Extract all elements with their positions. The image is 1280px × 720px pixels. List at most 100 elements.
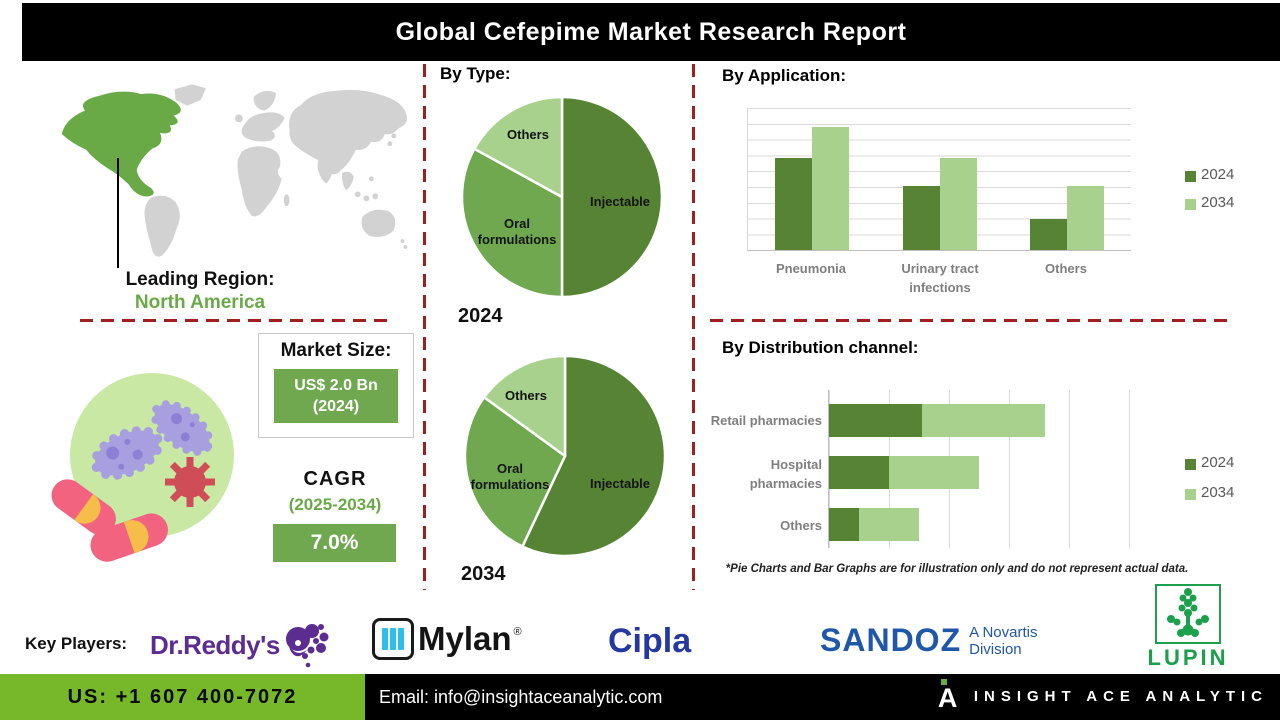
bar-2024-others xyxy=(1029,218,1067,250)
market-size-value-box: US$ 2.0 Bn (2024) xyxy=(274,369,398,423)
pie-label-oral: Oral formulations xyxy=(477,216,557,247)
section-title-by-application: By Application: xyxy=(722,66,847,85)
application-chart-plot xyxy=(747,108,1131,251)
divider-dashed-vertical-1 xyxy=(423,64,426,590)
antibiotic-bacteria-illustration xyxy=(51,373,234,562)
map-japan xyxy=(388,125,394,131)
bar-2024-pneumonia xyxy=(775,157,813,250)
map-south-america xyxy=(144,195,180,257)
map-philippines xyxy=(368,176,374,182)
pie-chart-2024 xyxy=(460,95,664,299)
map-scandinavia xyxy=(253,90,276,111)
sandoz-wordmark: SANDOZ xyxy=(820,622,962,658)
pie-slice-injectable xyxy=(521,354,667,558)
report-title-bar: Global Cefepime Market Research Report xyxy=(22,3,1280,61)
bacteria-icon xyxy=(150,400,214,456)
leading-region-value: North America xyxy=(134,292,266,313)
insight-ace-a-icon: A xyxy=(938,679,964,714)
map-new-zealand xyxy=(403,245,408,249)
hbar-2024-hospital-pharmacies xyxy=(829,456,889,489)
footer-phone-bar: US: +1 607 400-7072 xyxy=(0,674,365,720)
section-title-by-distribution: By Distribution channel: xyxy=(722,338,919,357)
divider-dashed-left xyxy=(80,319,395,322)
bar-2034-others xyxy=(1066,186,1104,250)
hbar-2034-retail-pharmacies xyxy=(922,404,1045,437)
legend-swatch-2024 xyxy=(1185,171,1196,182)
category-label-uti: Urinary tract infections xyxy=(901,261,979,295)
footer-phone: US: +1 607 400-7072 xyxy=(67,686,298,708)
insight-ace-logo: A INSIGHT ACE ANALYTIC xyxy=(938,674,1268,720)
pie-label-injectable: Injectable xyxy=(590,476,650,491)
map-greenland xyxy=(174,84,206,106)
footer-email-bar: Email: info@insightaceanalytic.com A INS… xyxy=(365,674,1280,720)
cagr-period: (2025-2034) xyxy=(288,495,382,514)
legend-label-2024: 2024 xyxy=(1201,454,1235,471)
logo-dr-reddys: Dr.Reddy's xyxy=(150,620,333,670)
pie-slice-oral-formulations xyxy=(460,147,564,299)
dr-reddys-wordmark: Dr.Reddy's xyxy=(150,629,280,660)
pie-label-oral: Oral formulations xyxy=(470,461,550,492)
pie-chart-2024-labels: Others Oral formulations Injectable xyxy=(459,94,665,300)
divider-dashed-vertical-2 xyxy=(692,64,695,590)
sandoz-division-text: A Novartis Division xyxy=(969,624,1037,658)
footer-brand: INSIGHT ACE ANALYTIC xyxy=(973,688,1268,705)
legend-swatch-2024 xyxy=(1185,459,1196,470)
pie-chart-2034-labels: Others Oral formulations Injectable xyxy=(462,353,668,559)
cagr-value: 7.0% xyxy=(310,531,359,554)
map-pointer-line xyxy=(117,158,119,268)
map-europe xyxy=(241,112,285,142)
map-africa xyxy=(237,146,282,217)
key-players-label: Key Players: xyxy=(25,634,128,653)
pie-chart-2034 xyxy=(463,354,667,558)
sandoz-division-line2: Division xyxy=(969,640,1022,658)
legend-label-2024: 2024 xyxy=(1201,166,1235,183)
pie-label-injectable: Injectable xyxy=(590,194,650,209)
pie-slice-oral-formulations xyxy=(463,395,567,548)
map-se-asia xyxy=(341,171,354,191)
mylan-wordmark: Mylan xyxy=(418,620,512,657)
category-label-dist-others: Others xyxy=(780,518,822,533)
cagr-label: CAGR xyxy=(303,468,367,490)
lupin-tree-icon xyxy=(1155,584,1221,644)
market-size-value: US$ 2.0 Bn xyxy=(294,377,378,394)
map-uk xyxy=(235,114,243,123)
map-indonesia xyxy=(372,193,379,200)
distribution-chart-plot xyxy=(828,390,1130,548)
capsule-icon xyxy=(51,479,116,535)
legend-swatch-2034 xyxy=(1185,489,1196,500)
bacteria-icon xyxy=(90,426,164,480)
hbar-2034-others xyxy=(859,508,919,541)
market-size-year: (2024) xyxy=(312,398,360,415)
mylan-registered-mark: ® xyxy=(513,626,522,638)
virus-icon xyxy=(165,457,215,507)
legend-label-2034: 2034 xyxy=(1201,194,1235,211)
mylan-icon xyxy=(372,618,414,660)
disclaimer-note: *Pie Charts and Bar Graphs are for illus… xyxy=(725,563,1189,575)
category-label-pneumonia: Pneumonia xyxy=(775,261,847,276)
pie-year-2024: 2024 xyxy=(458,305,503,327)
pie-slice-others xyxy=(482,354,567,458)
bar-2034-pneumonia xyxy=(812,126,850,250)
divider-dashed-right xyxy=(710,319,1232,322)
world-map xyxy=(61,84,408,257)
section-title-by-type: By Type: xyxy=(440,64,511,83)
logo-sandoz: SANDOZ A Novartis Division xyxy=(820,622,1037,659)
category-label-hospital: Hospital pharmacies xyxy=(749,457,822,491)
footer-email: Email: info@insightaceanalytic.com xyxy=(379,687,663,707)
logo-cipla: Cipla xyxy=(608,622,692,660)
market-size-label: Market Size: xyxy=(280,340,392,361)
hbar-2034-hospital-pharmacies xyxy=(889,456,979,489)
map-indonesia xyxy=(354,191,361,198)
capsule-icon xyxy=(90,513,168,562)
bar-2034-urinary-tract-infections xyxy=(939,157,977,250)
legend-swatch-2034 xyxy=(1185,199,1196,210)
map-australia xyxy=(361,209,396,237)
map-india xyxy=(317,156,336,184)
map-north-america-highlight xyxy=(61,91,181,197)
bar-2024-urinary-tract-infections xyxy=(902,186,940,250)
pie-year-2034: 2034 xyxy=(461,563,506,585)
logo-lupin: LUPIN xyxy=(1147,645,1229,670)
market-size-card: Market Size: US$ 2.0 Bn (2024) xyxy=(258,333,414,438)
map-asia xyxy=(289,89,407,175)
category-label-retail: Retail pharmacies xyxy=(710,413,822,428)
